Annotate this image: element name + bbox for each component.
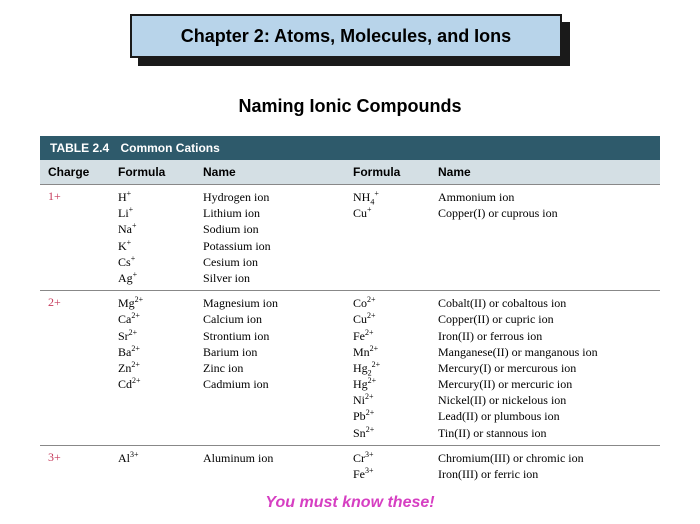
formula-cell-right: NH4+Cu+ — [345, 185, 430, 291]
formula-cell-left: Mg2+Ca2+Sr2+Ba2+Zn2+Cd2+ — [110, 291, 195, 446]
charge-cell: 3+ — [40, 445, 110, 486]
table-title: Common Cations — [120, 141, 219, 155]
formula-cell-left: Al3+ — [110, 445, 195, 486]
chapter-banner: Chapter 2: Atoms, Molecules, and Ions — [130, 14, 562, 58]
col-name-1: Name — [195, 160, 345, 185]
charge-cell: 2+ — [40, 291, 110, 446]
name-cell-right: Cobalt(II) or cobaltous ionCopper(II) or… — [430, 291, 660, 446]
footer-note: You must know these! — [0, 494, 700, 512]
name-cell-left: Hydrogen ionLithium ionSodium ionPotassi… — [195, 185, 345, 291]
col-formula-1: Formula — [110, 160, 195, 185]
table-title-bar: TABLE 2.4 Common Cations — [40, 136, 660, 160]
name-cell-right: Chromium(III) or chromic ionIron(III) or… — [430, 445, 660, 486]
name-cell-left: Aluminum ion — [195, 445, 345, 486]
table-body: 1+H+Li+Na+K+Cs+Ag+Hydrogen ionLithium io… — [40, 185, 660, 487]
table-row: 3+Al3+Aluminum ionCr3+Fe3+Chromium(III) … — [40, 445, 660, 486]
col-charge: Charge — [40, 160, 110, 185]
cations-table-container: TABLE 2.4 Common Cations Charge Formula … — [40, 136, 660, 486]
table-row: 2+Mg2+Ca2+Sr2+Ba2+Zn2+Cd2+Magnesium ionC… — [40, 291, 660, 446]
chapter-title: Chapter 2: Atoms, Molecules, and Ions — [181, 26, 511, 47]
page-subtitle: Naming Ionic Compounds — [0, 96, 700, 117]
table-row: 1+H+Li+Na+K+Cs+Ag+Hydrogen ionLithium io… — [40, 185, 660, 291]
cations-table: Charge Formula Name Formula Name 1+H+Li+… — [40, 160, 660, 486]
formula-cell-right: Co2+Cu2+Fe2+Mn2+Hg22+Hg2+Ni2+Pb2+Sn2+ — [345, 291, 430, 446]
formula-cell-right: Cr3+Fe3+ — [345, 445, 430, 486]
table-number: TABLE 2.4 — [50, 141, 109, 155]
col-formula-2: Formula — [345, 160, 430, 185]
formula-cell-left: H+Li+Na+K+Cs+Ag+ — [110, 185, 195, 291]
charge-cell: 1+ — [40, 185, 110, 291]
name-cell-left: Magnesium ionCalcium ionStrontium ionBar… — [195, 291, 345, 446]
col-name-2: Name — [430, 160, 660, 185]
table-header-row: Charge Formula Name Formula Name — [40, 160, 660, 185]
name-cell-right: Ammonium ionCopper(I) or cuprous ion — [430, 185, 660, 291]
